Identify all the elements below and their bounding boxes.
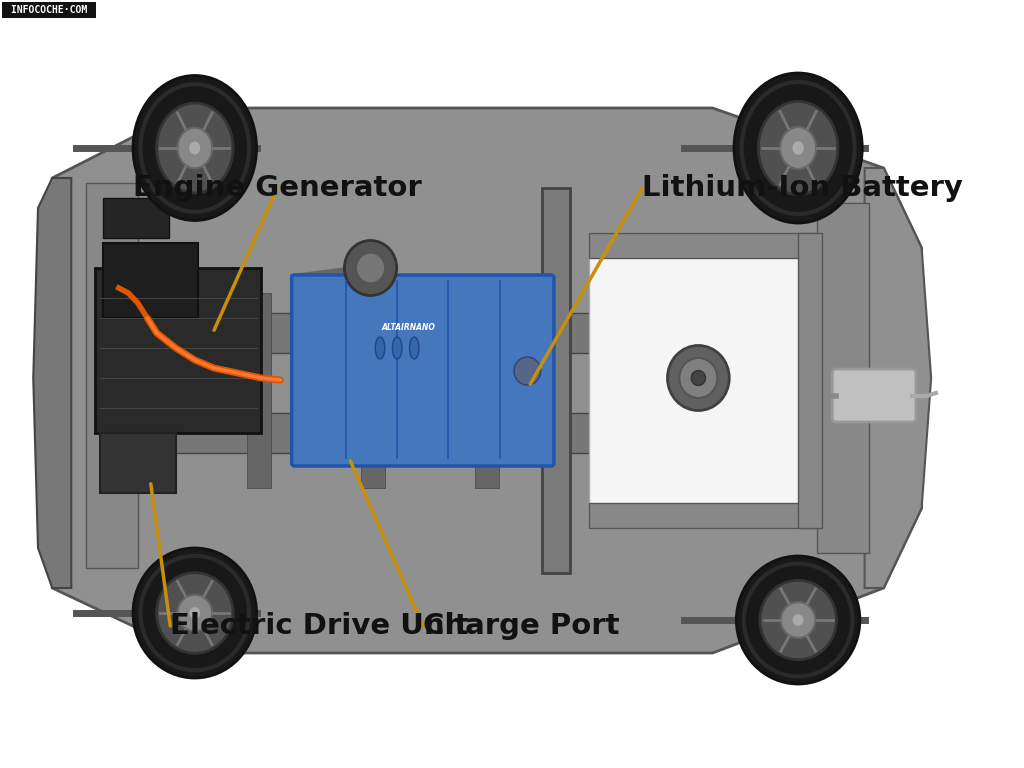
Bar [102, 243, 198, 318]
Bar [102, 198, 169, 238]
Text: Lithium-Ion Battery: Lithium-Ion Battery [642, 174, 963, 202]
Bar [542, 188, 570, 573]
Bar [589, 233, 817, 528]
Text: Electric Drive Unit: Electric Drive Unit [170, 612, 469, 640]
Ellipse shape [691, 370, 706, 386]
Polygon shape [52, 108, 922, 653]
Bar [798, 233, 822, 528]
Ellipse shape [177, 594, 212, 631]
Ellipse shape [410, 337, 419, 359]
Ellipse shape [759, 101, 838, 194]
Bar [589, 233, 817, 258]
Bar [247, 293, 270, 488]
Text: Charge Port: Charge Port [423, 612, 620, 640]
Polygon shape [864, 168, 931, 588]
Polygon shape [33, 178, 72, 588]
Ellipse shape [157, 103, 233, 193]
Ellipse shape [792, 614, 804, 627]
Bar [589, 503, 817, 528]
FancyBboxPatch shape [833, 369, 915, 422]
Ellipse shape [392, 337, 401, 359]
Text: INFOCOCHE·COM: INFOCOCHE·COM [5, 5, 93, 15]
Bar [138, 413, 603, 453]
Ellipse shape [780, 127, 816, 169]
FancyBboxPatch shape [292, 275, 554, 466]
Text: Engine Generator: Engine Generator [133, 174, 422, 202]
Ellipse shape [781, 602, 815, 638]
Bar [817, 203, 869, 553]
Ellipse shape [679, 358, 718, 398]
Ellipse shape [760, 581, 837, 660]
Ellipse shape [668, 346, 729, 411]
Text: ALTAIRNANO: ALTAIRNANO [382, 323, 435, 333]
Bar [138, 313, 603, 353]
Ellipse shape [514, 357, 541, 385]
Bar [361, 293, 385, 488]
Ellipse shape [376, 337, 385, 359]
Ellipse shape [133, 75, 257, 220]
Ellipse shape [736, 556, 860, 684]
Ellipse shape [188, 607, 201, 620]
Ellipse shape [344, 240, 396, 296]
Ellipse shape [356, 253, 385, 283]
Ellipse shape [792, 141, 805, 155]
Ellipse shape [177, 127, 212, 168]
Ellipse shape [188, 141, 201, 155]
Ellipse shape [734, 73, 862, 223]
Bar [95, 268, 261, 433]
Ellipse shape [157, 573, 233, 654]
Bar [99, 433, 176, 493]
Bar [86, 183, 138, 568]
Ellipse shape [133, 548, 257, 678]
Bar [475, 293, 499, 488]
